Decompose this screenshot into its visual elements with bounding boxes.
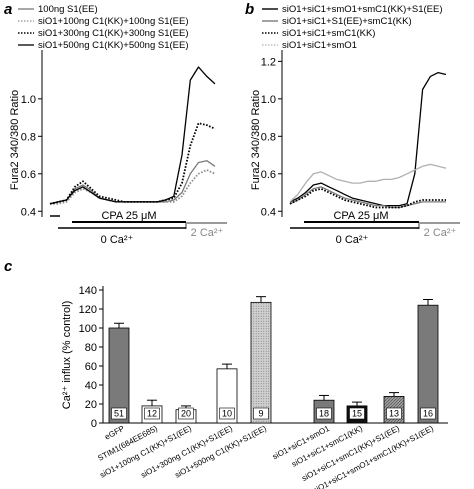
tick-label-c: 40	[85, 380, 97, 392]
ca0-label-b: 0 Ca²⁺	[336, 234, 369, 246]
plot-b-lines	[289, 71, 447, 209]
tick-label-c: 20	[85, 399, 97, 411]
tick-label-a: 0.8	[21, 131, 36, 143]
series-line-b-1	[289, 71, 447, 207]
legend-a-label-4: siO1+500ng C1(KK)+500ng S1(EE)	[38, 40, 189, 51]
n-label-1: 51	[114, 409, 124, 419]
n-label-2: 12	[147, 409, 157, 419]
panel-c: c 0 20 40 60 80 100 120 140 Ca²⁺ influx (% cont…	[4, 258, 448, 489]
panel-label-a: a	[4, 1, 12, 18]
n-box-4	[219, 407, 235, 420]
legend-b-label-1: siO1+siC1+smO1+smC1(KK)+S1(EE)	[282, 4, 443, 15]
tick-label-b: 0.4	[261, 206, 276, 218]
tick-label-c: 0	[91, 418, 97, 430]
n-label-7: 15	[352, 409, 362, 419]
legend-b-label-4: siO1+siC1+smO1	[282, 40, 357, 51]
n-box-1	[111, 407, 127, 420]
series-line-a-4	[49, 66, 216, 205]
legend-a-label-1: 100ng S1(EE)	[38, 4, 98, 15]
n-label-6: 18	[319, 409, 329, 419]
bar-5	[250, 301, 272, 424]
axis-b-ylabel: Fura2 340/380 Ratio	[250, 90, 262, 190]
tick-label-c: 80	[85, 342, 97, 354]
legend-a-label-2: siO1+100ng C1(KK)+100ng S1(EE)	[38, 16, 189, 27]
n-box-5	[253, 407, 269, 420]
tick-label-c: 60	[85, 361, 97, 373]
axis-c-ylabel: Ca²⁺ influx (% control)	[61, 301, 73, 410]
bars-c: 51 12 20 10 9 18 15 13 16	[108, 296, 439, 424]
n-label-5: 9	[258, 409, 263, 419]
series-line-b-3	[289, 187, 446, 209]
panel-a: a 100ng S1(EE) siO1+100ng C1(KK)+100ng S…	[4, 1, 227, 246]
n-box-7	[349, 407, 365, 420]
plot-a-lines	[49, 66, 216, 205]
tick-label-a: 0.6	[21, 169, 36, 181]
tick-label-a: 1.0	[21, 94, 36, 106]
tick-label-b: 0.8	[261, 131, 276, 143]
n-box-2	[144, 407, 160, 420]
legend-b-label-3: siO1+siC1+smC1(KK)	[282, 28, 375, 39]
n-box-8	[386, 407, 402, 420]
series-line-a-3	[49, 122, 216, 205]
tick-label-b: 1.2	[261, 56, 276, 68]
ca0-label-a: 0 Ca²⁺	[101, 234, 134, 246]
legend-b-label-2: siO1+siC1+S1(EE)+smC1(KK)	[282, 16, 412, 27]
axis-c-ticks: 0 20 40 60 80 100 120 140	[79, 285, 103, 430]
n-box-3	[178, 407, 194, 420]
tick-label-c: 120	[79, 304, 97, 316]
n-label-9: 16	[423, 409, 433, 419]
tick-label-b: 1.0	[261, 94, 276, 106]
axis-a-ylabel: Fura2 340/380 Ratio	[9, 90, 21, 190]
panel-b: b siO1+siC1+smO1+smC1(KK)+S1(EE) siO1+si…	[245, 1, 460, 246]
axis-a-ticks: 0.4 0.6 0.8 1.0	[21, 94, 42, 218]
ca2-label-b: 2 Ca²⁺	[424, 227, 457, 239]
n-box-9	[420, 407, 436, 420]
axis-b-ticks: 0.4 0.6 0.8 1.0 1.2	[261, 56, 282, 218]
panel-label-b: b	[245, 1, 254, 18]
tick-label-c: 140	[79, 285, 97, 297]
tick-label-a: 0.4	[21, 206, 36, 218]
bar-9	[417, 304, 439, 424]
category-label-9: siO1+siC1+smO1+smC1(KK)+S1(EE)	[311, 424, 435, 489]
ca2-label-a: 2 Ca²⁺	[191, 227, 224, 239]
legend-a-label-3: siO1+300ng C1(KK)+300ng S1(EE)	[38, 28, 189, 39]
n-box-6	[316, 407, 332, 420]
legend-a: 100ng S1(EE) siO1+100ng C1(KK)+100ng S1(…	[18, 4, 189, 51]
series-line-b-4	[289, 163, 447, 203]
tick-label-b: 0.6	[261, 169, 276, 181]
category-label-1: eGFP	[103, 424, 126, 442]
n-label-3: 20	[181, 409, 191, 419]
tick-label-c: 100	[79, 323, 97, 335]
cpa-label-a: CPA 25 μM	[101, 210, 156, 222]
panel-label-c: c	[4, 258, 13, 275]
series-line-b-2	[289, 186, 446, 209]
n-label-4: 10	[222, 409, 232, 419]
legend-b: siO1+siC1+smO1+smC1(KK)+S1(EE) siO1+siC1…	[262, 4, 443, 51]
cpa-label-b: CPA 25 μM	[333, 210, 388, 222]
n-label-8: 13	[389, 409, 399, 419]
